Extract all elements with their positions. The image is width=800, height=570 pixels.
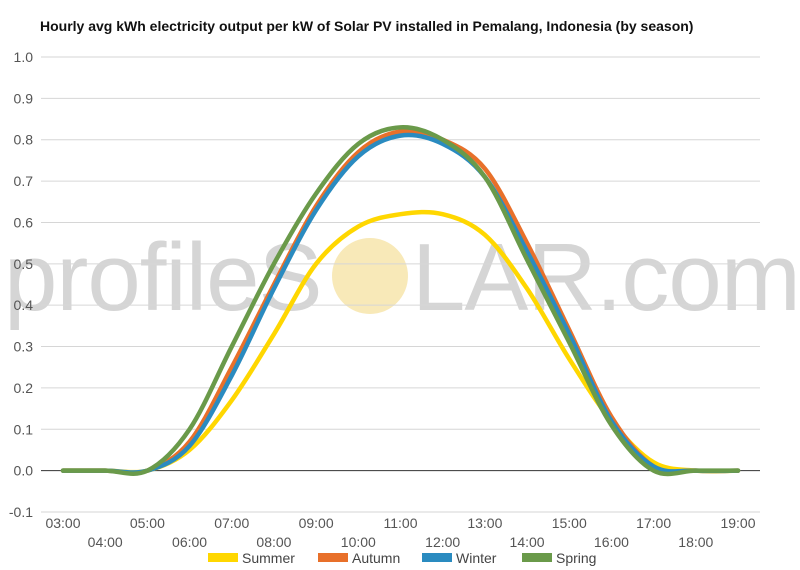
x-tick-label: 06:00 xyxy=(172,534,207,550)
series-line-summer xyxy=(60,209,741,475)
y-tick-label: 0.8 xyxy=(14,132,34,148)
legend-item-winter[interactable]: Winter xyxy=(422,550,497,566)
x-tick-label: 04:00 xyxy=(88,534,123,550)
legend-swatch xyxy=(522,553,552,562)
x-tick-label: 07:00 xyxy=(214,515,249,531)
y-tick-label: 1.0 xyxy=(14,49,34,65)
series-line-spring xyxy=(60,125,741,477)
legend[interactable]: Summer Autumn Winter Spring xyxy=(208,550,596,566)
legend-swatch xyxy=(318,553,348,562)
x-tick-label: 11:00 xyxy=(384,515,418,531)
x-tick-label: 05:00 xyxy=(130,515,165,531)
legend-swatch xyxy=(208,553,238,562)
legend-label: Summer xyxy=(242,550,295,566)
y-tick-label: 0.4 xyxy=(14,297,34,313)
y-tick-label: 0.2 xyxy=(14,380,34,396)
x-tick-label: 09:00 xyxy=(299,515,334,531)
x-tick-label: 03:00 xyxy=(45,515,80,531)
x-tick-label: 16:00 xyxy=(594,534,629,550)
legend-item-autumn[interactable]: Autumn xyxy=(318,550,400,566)
legend-item-spring[interactable]: Spring xyxy=(522,550,596,566)
chart-title: Hourly avg kWh electricity output per kW… xyxy=(40,18,694,34)
x-tick-label: 13:00 xyxy=(467,515,502,531)
y-tick-label: 0.7 xyxy=(14,173,34,189)
y-tick-label: 0.1 xyxy=(14,421,34,437)
y-tick-label: 0.0 xyxy=(14,463,34,479)
y-tick-label: 0.9 xyxy=(14,90,34,106)
y-tick-label: -0.1 xyxy=(9,504,33,520)
series-line-autumn xyxy=(60,128,741,476)
grid-lines xyxy=(41,56,760,513)
x-tick-label: 10:00 xyxy=(341,534,376,550)
legend-label: Autumn xyxy=(352,550,400,566)
legend-label: Spring xyxy=(556,550,596,566)
x-tick-label: 19:00 xyxy=(720,515,755,531)
x-tick-label: 17:00 xyxy=(636,515,671,531)
x-tick-label: 08:00 xyxy=(256,534,291,550)
y-tick-label: 0.3 xyxy=(14,339,34,355)
y-tick-label: 0.6 xyxy=(14,214,34,230)
x-tick-label: 18:00 xyxy=(678,534,713,550)
x-tick-label: 12:00 xyxy=(425,534,460,550)
legend-item-summer[interactable]: Summer xyxy=(208,550,295,566)
x-axis-ticks: 03:00 04:00 05:00 06:00 07:00 08:00 09:00 10:00… xyxy=(45,515,755,550)
x-tick-label: 15:00 xyxy=(552,515,587,531)
legend-label: Winter xyxy=(456,550,497,566)
legend-swatch xyxy=(422,553,452,562)
series-lines xyxy=(60,125,741,477)
y-axis-ticks: -0.1 0.0 0.1 0.2 0.3 0.4 0.5 0.6 0.7 0.8 0.9 1.0 xyxy=(9,49,33,520)
y-tick-label: 0.5 xyxy=(14,256,34,272)
x-tick-label: 14:00 xyxy=(510,534,545,550)
series-line-winter xyxy=(60,132,741,475)
